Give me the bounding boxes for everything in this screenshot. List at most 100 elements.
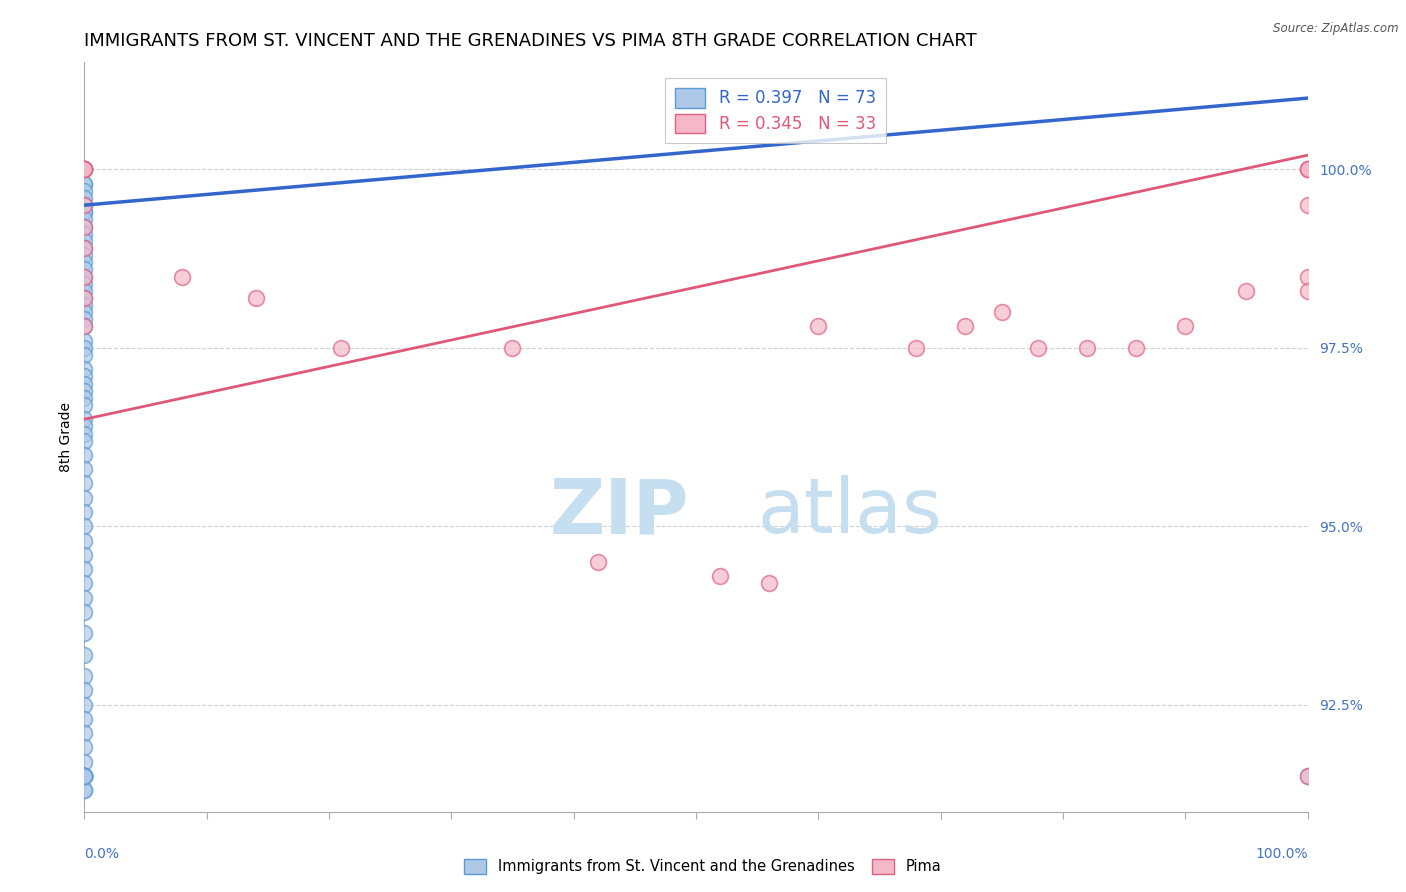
- Point: [73, 769, 96, 783]
- Legend: Immigrants from St. Vincent and the Grenadines, Pima: Immigrants from St. Vincent and the Gren…: [458, 853, 948, 880]
- Point: [73, 205, 96, 219]
- Point: [73, 426, 96, 441]
- Point: [73, 241, 96, 255]
- Point: [1028, 341, 1050, 355]
- Point: [73, 219, 96, 234]
- Point: [73, 291, 96, 305]
- Point: [172, 269, 194, 284]
- Point: [73, 740, 96, 755]
- Point: [73, 262, 96, 277]
- Point: [73, 234, 96, 248]
- Point: [73, 769, 96, 783]
- Point: [73, 434, 96, 448]
- Point: [73, 177, 96, 191]
- Point: [73, 348, 96, 362]
- Point: [73, 162, 96, 177]
- Point: [73, 448, 96, 462]
- Point: [73, 769, 96, 783]
- Point: [245, 291, 267, 305]
- Point: [73, 769, 96, 783]
- Text: 100.0%: 100.0%: [1256, 847, 1308, 862]
- Point: [73, 626, 96, 640]
- Point: [73, 184, 96, 198]
- Point: [73, 241, 96, 255]
- Point: [73, 605, 96, 619]
- Point: [73, 576, 96, 591]
- Point: [905, 341, 928, 355]
- Point: [709, 569, 731, 583]
- Point: [73, 769, 96, 783]
- Point: [73, 562, 96, 576]
- Legend: R = 0.397   N = 73, R = 0.345   N = 33: R = 0.397 N = 73, R = 0.345 N = 33: [665, 78, 886, 144]
- Point: [1236, 284, 1258, 298]
- Point: [73, 769, 96, 783]
- Point: [1296, 284, 1319, 298]
- Point: [73, 205, 96, 219]
- Point: [73, 269, 96, 284]
- Point: [991, 305, 1014, 319]
- Point: [758, 576, 780, 591]
- Point: [73, 769, 96, 783]
- Point: [73, 334, 96, 348]
- Point: [73, 491, 96, 505]
- Point: [73, 162, 96, 177]
- Text: 0.0%: 0.0%: [84, 847, 120, 862]
- Point: [73, 277, 96, 291]
- Point: [73, 648, 96, 662]
- Point: [73, 783, 96, 797]
- Point: [73, 162, 96, 177]
- Point: [73, 769, 96, 783]
- Point: [73, 255, 96, 269]
- Point: [73, 384, 96, 398]
- Point: [586, 555, 609, 569]
- Point: [330, 341, 353, 355]
- Point: [1125, 341, 1147, 355]
- Text: Source: ZipAtlas.com: Source: ZipAtlas.com: [1274, 22, 1399, 36]
- Point: [73, 162, 96, 177]
- Point: [73, 298, 96, 312]
- Point: [73, 683, 96, 698]
- Point: [73, 533, 96, 548]
- Point: [1296, 198, 1319, 212]
- Point: [73, 519, 96, 533]
- Point: [73, 177, 96, 191]
- Point: [73, 319, 96, 334]
- Point: [1296, 769, 1319, 783]
- Y-axis label: 8th Grade: 8th Grade: [59, 402, 73, 472]
- Point: [73, 284, 96, 298]
- Point: [73, 369, 96, 384]
- Point: [807, 319, 830, 334]
- Point: [73, 391, 96, 405]
- Point: [73, 291, 96, 305]
- Point: [1296, 162, 1319, 177]
- Point: [1076, 341, 1098, 355]
- Point: [73, 219, 96, 234]
- Point: [73, 248, 96, 262]
- Point: [73, 505, 96, 519]
- Point: [73, 312, 96, 326]
- Point: [73, 227, 96, 241]
- Point: [1296, 769, 1319, 783]
- Point: [73, 162, 96, 177]
- Point: [73, 212, 96, 227]
- Point: [73, 305, 96, 319]
- Point: [73, 162, 96, 177]
- Text: atlas: atlas: [758, 475, 942, 549]
- Point: [73, 669, 96, 683]
- Point: [73, 476, 96, 491]
- Point: [73, 269, 96, 284]
- Point: [73, 769, 96, 783]
- Point: [73, 419, 96, 434]
- Point: [73, 198, 96, 212]
- Point: [73, 398, 96, 412]
- Point: [73, 755, 96, 769]
- Point: [73, 162, 96, 177]
- Text: ZIP: ZIP: [550, 475, 689, 549]
- Point: [73, 783, 96, 797]
- Point: [73, 698, 96, 712]
- Point: [73, 319, 96, 334]
- Point: [73, 412, 96, 426]
- Point: [73, 191, 96, 205]
- Point: [73, 548, 96, 562]
- Point: [953, 319, 976, 334]
